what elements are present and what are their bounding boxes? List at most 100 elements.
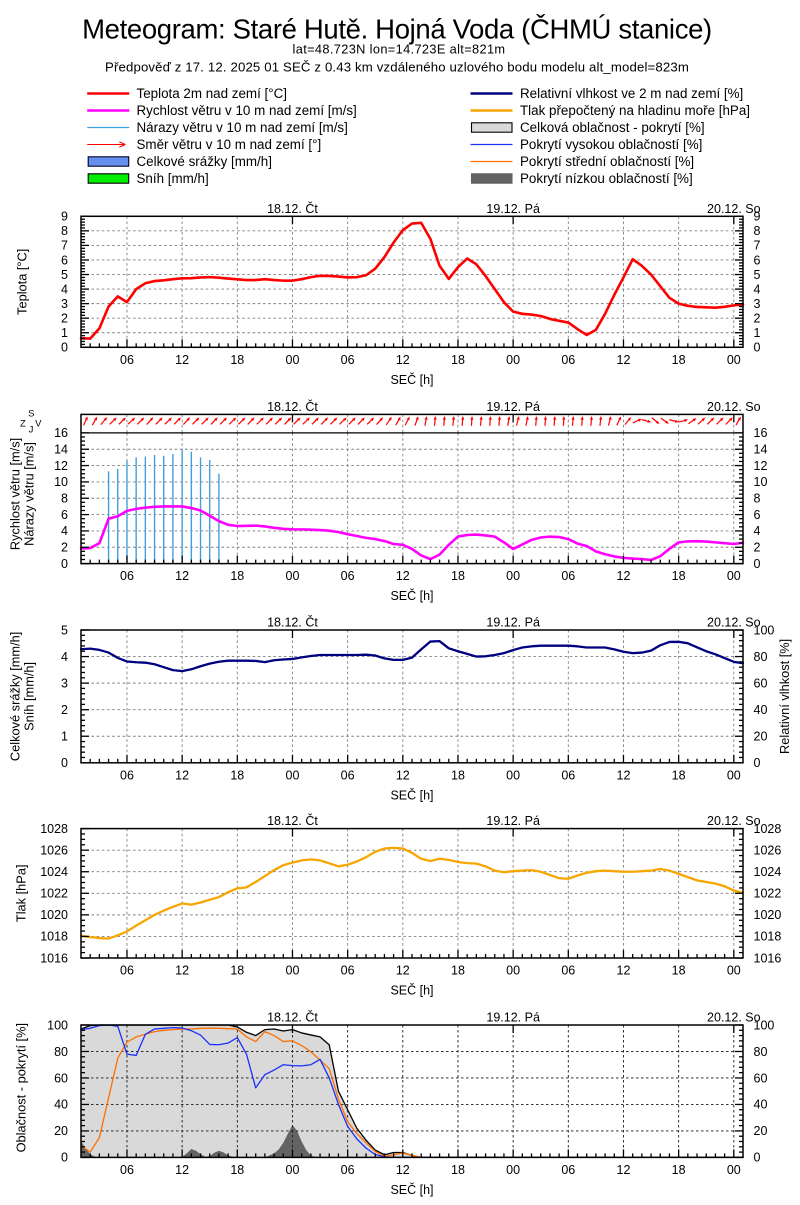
svg-text:8: 8 bbox=[61, 224, 68, 238]
svg-text:SEČ [h]: SEČ [h] bbox=[390, 983, 433, 998]
svg-text:00: 00 bbox=[727, 964, 741, 978]
svg-text:Sníh [mm/h]: Sníh [mm/h] bbox=[137, 171, 209, 186]
svg-text:19.12. Pá: 19.12. Pá bbox=[486, 616, 540, 630]
svg-text:06: 06 bbox=[341, 353, 355, 367]
svg-text:1020: 1020 bbox=[40, 908, 68, 922]
svg-text:12: 12 bbox=[754, 459, 768, 473]
svg-text:00: 00 bbox=[506, 768, 520, 782]
svg-text:Celkové srážky [mm/h]: Celkové srážky [mm/h] bbox=[137, 154, 272, 169]
svg-text:0: 0 bbox=[61, 557, 68, 571]
svg-text:Pokrytí nízkou oblačností [%]: Pokrytí nízkou oblačností [%] bbox=[520, 171, 693, 186]
svg-text:SEČ [h]: SEČ [h] bbox=[390, 787, 433, 802]
svg-text:8: 8 bbox=[61, 492, 68, 506]
svg-text:20.12. So: 20.12. So bbox=[707, 1011, 761, 1025]
svg-text:Oblačnost - pokrytí [%]: Oblačnost - pokrytí [%] bbox=[14, 1023, 29, 1152]
svg-text:18: 18 bbox=[230, 353, 244, 367]
svg-text:12: 12 bbox=[396, 768, 410, 782]
svg-text:Pokrytí vysokou oblačností [%]: Pokrytí vysokou oblačností [%] bbox=[520, 137, 702, 152]
svg-text:14: 14 bbox=[54, 443, 68, 457]
svg-text:1: 1 bbox=[61, 326, 68, 340]
svg-text:2: 2 bbox=[61, 703, 68, 717]
svg-text:2: 2 bbox=[754, 311, 761, 325]
svg-text:18.12. Čt: 18.12. Čt bbox=[267, 1010, 318, 1025]
svg-text:12: 12 bbox=[396, 353, 410, 367]
svg-text:20.12. So: 20.12. So bbox=[707, 814, 761, 828]
svg-text:06: 06 bbox=[341, 964, 355, 978]
svg-text:Celková oblačnost - pokrytí [%: Celková oblačnost - pokrytí [%] bbox=[520, 120, 705, 135]
svg-text:12: 12 bbox=[617, 353, 631, 367]
svg-text:6: 6 bbox=[754, 253, 761, 267]
svg-text:1018: 1018 bbox=[40, 930, 68, 944]
svg-text:7: 7 bbox=[61, 239, 68, 253]
svg-text:06: 06 bbox=[120, 964, 134, 978]
svg-text:06: 06 bbox=[341, 569, 355, 583]
svg-text:20.12. So: 20.12. So bbox=[707, 400, 761, 414]
svg-text:20.12. So: 20.12. So bbox=[707, 202, 761, 216]
svg-text:SEČ [h]: SEČ [h] bbox=[390, 372, 433, 387]
svg-text:12: 12 bbox=[175, 768, 189, 782]
svg-text:4: 4 bbox=[61, 650, 68, 664]
svg-text:9: 9 bbox=[61, 210, 68, 224]
svg-text:10: 10 bbox=[54, 475, 68, 489]
svg-text:10: 10 bbox=[754, 475, 768, 489]
svg-text:18: 18 bbox=[230, 1163, 244, 1177]
svg-text:0: 0 bbox=[61, 1151, 68, 1165]
svg-text:3: 3 bbox=[754, 297, 761, 311]
svg-text:V: V bbox=[35, 418, 42, 429]
svg-text:Rychlost větru v 10 m nad zemí: Rychlost větru v 10 m nad zemí [m/s] bbox=[137, 103, 357, 118]
svg-text:12: 12 bbox=[617, 768, 631, 782]
svg-text:40: 40 bbox=[54, 1098, 68, 1112]
svg-text:18: 18 bbox=[230, 964, 244, 978]
svg-text:00: 00 bbox=[506, 353, 520, 367]
svg-text:8: 8 bbox=[754, 492, 761, 506]
svg-text:12: 12 bbox=[617, 964, 631, 978]
svg-text:4: 4 bbox=[754, 524, 761, 538]
svg-text:Nárazy větru [m/s]: Nárazy větru [m/s] bbox=[22, 442, 37, 546]
svg-text:Pokrytí střední oblačností [%]: Pokrytí střední oblačností [%] bbox=[520, 154, 694, 169]
svg-text:9: 9 bbox=[754, 210, 761, 224]
svg-text:0: 0 bbox=[61, 341, 68, 355]
svg-text:4: 4 bbox=[61, 524, 68, 538]
svg-text:18: 18 bbox=[451, 569, 465, 583]
svg-text:J: J bbox=[29, 424, 34, 435]
svg-text:18: 18 bbox=[672, 1163, 686, 1177]
svg-text:3: 3 bbox=[61, 676, 68, 690]
svg-text:19.12. Pá: 19.12. Pá bbox=[486, 814, 540, 828]
svg-text:12: 12 bbox=[396, 569, 410, 583]
svg-text:19.12. Pá: 19.12. Pá bbox=[486, 400, 540, 414]
svg-text:06: 06 bbox=[341, 768, 355, 782]
svg-text:100: 100 bbox=[47, 1018, 68, 1032]
svg-text:12: 12 bbox=[175, 964, 189, 978]
svg-text:00: 00 bbox=[727, 569, 741, 583]
svg-text:1: 1 bbox=[61, 730, 68, 744]
svg-text:Teplota [°C]: Teplota [°C] bbox=[15, 249, 30, 315]
svg-text:06: 06 bbox=[561, 768, 575, 782]
svg-text:80: 80 bbox=[754, 1045, 768, 1059]
svg-text:18: 18 bbox=[672, 569, 686, 583]
svg-text:0: 0 bbox=[754, 557, 761, 571]
svg-text:1: 1 bbox=[754, 326, 761, 340]
svg-text:18: 18 bbox=[672, 964, 686, 978]
svg-text:18: 18 bbox=[230, 768, 244, 782]
svg-text:06: 06 bbox=[120, 353, 134, 367]
svg-text:00: 00 bbox=[727, 1163, 741, 1177]
svg-text:18: 18 bbox=[451, 1163, 465, 1177]
svg-text:0: 0 bbox=[61, 756, 68, 770]
svg-text:00: 00 bbox=[286, 768, 300, 782]
svg-text:4: 4 bbox=[754, 282, 761, 296]
svg-text:00: 00 bbox=[286, 569, 300, 583]
svg-text:Celkové srážky [mm/h]: Celkové srážky [mm/h] bbox=[8, 632, 23, 761]
svg-text:18.12. Čt: 18.12. Čt bbox=[267, 813, 318, 828]
svg-text:00: 00 bbox=[286, 353, 300, 367]
svg-text:18.12. Čt: 18.12. Čt bbox=[267, 201, 318, 216]
svg-text:100: 100 bbox=[754, 623, 775, 637]
svg-text:18: 18 bbox=[451, 768, 465, 782]
svg-text:Tlak [hPa]: Tlak [hPa] bbox=[14, 864, 29, 922]
svg-text:00: 00 bbox=[286, 964, 300, 978]
svg-text:16: 16 bbox=[54, 426, 68, 440]
svg-text:Teplota 2m nad zemí [°C]: Teplota 2m nad zemí [°C] bbox=[137, 86, 288, 101]
svg-text:Směr větru v 10 m nad zemí [°]: Směr větru v 10 m nad zemí [°] bbox=[137, 137, 322, 152]
svg-text:20: 20 bbox=[754, 1124, 768, 1138]
svg-text:60: 60 bbox=[54, 1071, 68, 1085]
svg-text:18: 18 bbox=[451, 964, 465, 978]
